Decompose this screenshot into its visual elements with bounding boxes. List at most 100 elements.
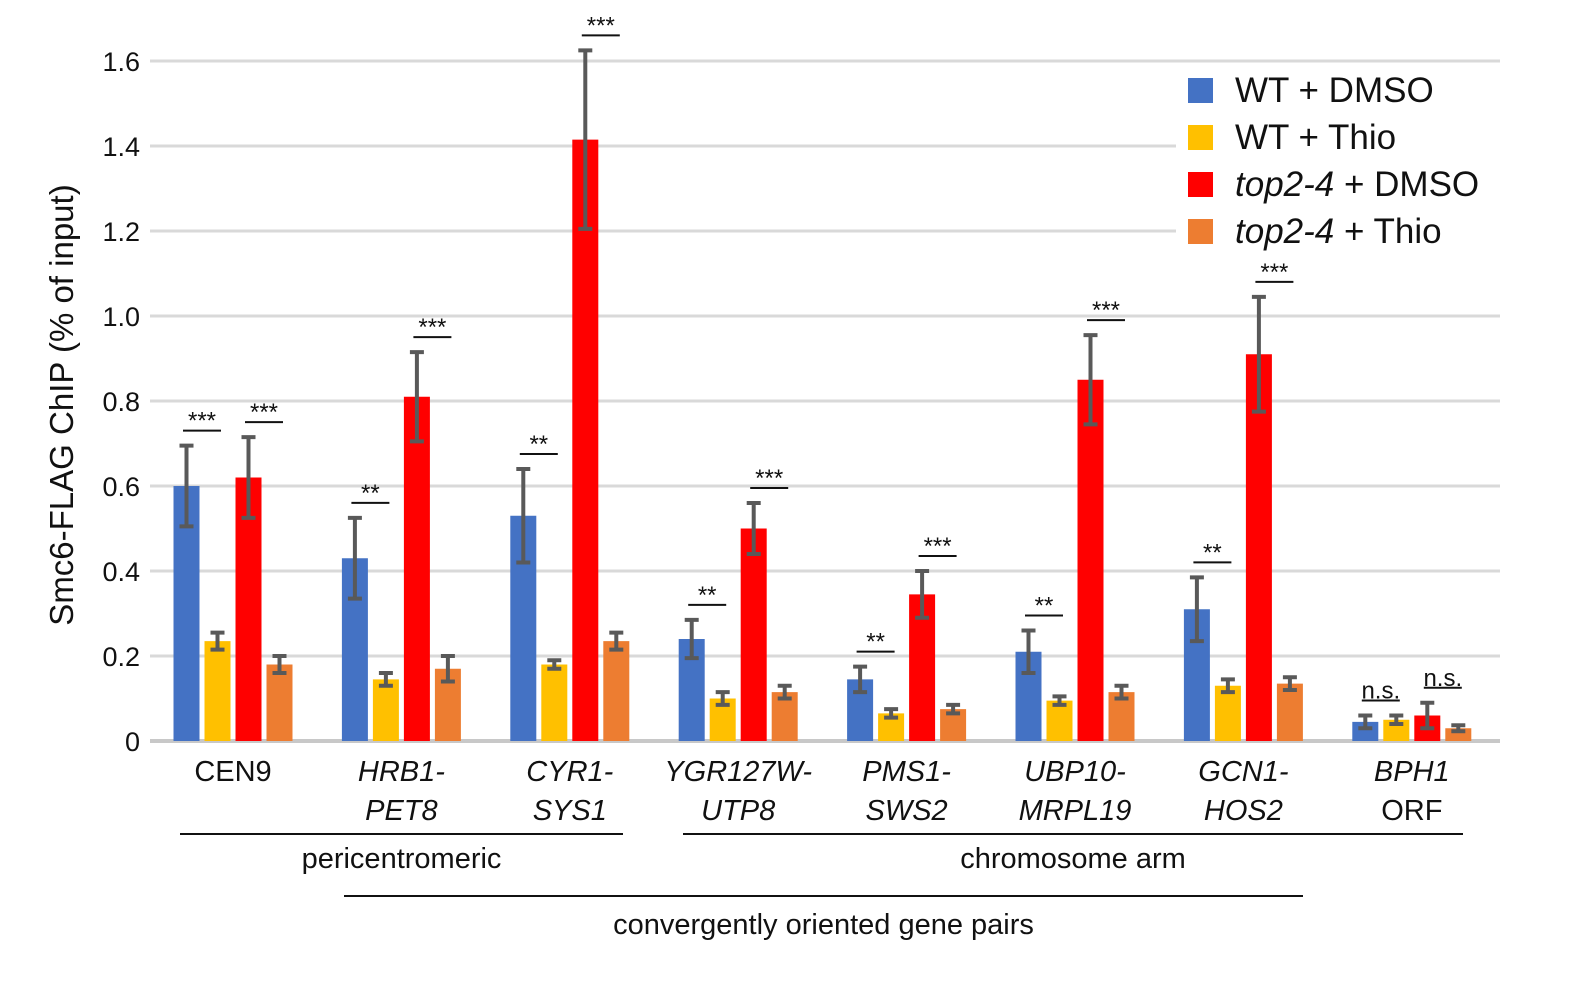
category-label: MRPL19 — [1019, 795, 1132, 827]
svg-text:***: *** — [1092, 297, 1120, 324]
category-label: CYR1- — [526, 756, 613, 788]
category-label: BPH1 — [1374, 756, 1450, 788]
category-label: HOS2 — [1204, 795, 1283, 827]
grouping-bracket: convergently oriented gene pairs — [344, 895, 1303, 941]
svg-text:***: *** — [587, 12, 615, 39]
error-bar — [179, 443, 194, 529]
svg-text:**: ** — [866, 629, 885, 656]
y-tick-label: 1.6 — [102, 47, 140, 77]
category-label: HRB1- — [358, 756, 445, 788]
y-axis-label: Smc6-FLAG ChIP (% of input) — [43, 184, 80, 625]
error-bar — [1083, 333, 1098, 427]
bar — [372, 679, 399, 741]
error-bar — [1282, 675, 1297, 692]
y-tick-label: 0.4 — [102, 557, 140, 587]
y-tick-label: 1.4 — [102, 132, 140, 162]
svg-text:**: ** — [698, 582, 717, 609]
bar — [403, 396, 430, 741]
bar — [1245, 354, 1272, 741]
category-label: SWS2 — [866, 795, 948, 827]
significance-mark: *** — [413, 314, 452, 341]
significance-mark: *** — [750, 465, 789, 492]
category-label: SYS1 — [533, 795, 607, 827]
grouping-bracket: pericentromeric — [180, 833, 623, 875]
bar — [1214, 685, 1241, 741]
error-bar — [1251, 294, 1266, 414]
error-bar — [1052, 694, 1067, 707]
error-bar — [915, 569, 930, 620]
y-axis-ticks: 0 0.2 0.4 0.6 0.8 1.0 1.2 1.4 1.6 — [102, 47, 140, 757]
svg-text:WT + DMSO: WT + DMSO — [1235, 71, 1434, 110]
category-label: YGR127W- — [664, 756, 812, 788]
error-bar — [1451, 723, 1466, 734]
svg-text:chromosome arm: chromosome arm — [960, 843, 1186, 875]
svg-text:**: ** — [1035, 593, 1054, 620]
y-tick-label: 0.6 — [102, 472, 140, 502]
category-label: PMS1- — [862, 756, 951, 788]
error-bar — [516, 467, 531, 565]
svg-text:n.s.: n.s. — [1423, 665, 1462, 692]
legend: WT + DMSO WT + Thio top2-4 + DMSO top2-4 + … — [1176, 66, 1506, 262]
error-bar — [1021, 628, 1036, 675]
svg-text:***: *** — [755, 465, 783, 492]
legend-item: top2-4 + Thio — [1188, 212, 1442, 251]
category-label: CEN9 — [194, 756, 271, 788]
significance-mark: *** — [1087, 297, 1125, 324]
category-label: ORF — [1381, 795, 1442, 827]
svg-text:pericentromeric: pericentromeric — [302, 843, 502, 875]
error-bar — [684, 617, 699, 661]
significance-mark: ** — [1193, 539, 1232, 566]
svg-text:**: ** — [1203, 539, 1222, 566]
error-bar — [1114, 683, 1129, 701]
y-tick-label: 0.2 — [102, 642, 140, 672]
category-labels: CEN9 HRB1- PET8 CYR1- SYS1 YGR127W- UTP8 PMS1- S… — [194, 756, 1449, 827]
svg-text:***: *** — [418, 314, 446, 341]
error-bars — [179, 48, 1466, 734]
error-bar — [378, 671, 393, 688]
svg-text:n.s.: n.s. — [1361, 678, 1400, 705]
error-bar — [1389, 713, 1404, 726]
error-bar — [946, 702, 961, 716]
significance-marks: *** *********************************n.s.… — [183, 12, 1462, 705]
category-label: UTP8 — [701, 795, 775, 827]
svg-text:**: ** — [361, 480, 380, 507]
error-bar — [609, 630, 624, 652]
error-bar — [777, 683, 792, 701]
legend-item: top2-4 + DMSO — [1188, 165, 1479, 204]
bar — [1276, 683, 1303, 741]
category-label: UBP10- — [1024, 756, 1126, 788]
bar — [204, 641, 231, 741]
significance-mark: *** — [183, 408, 221, 435]
significance-mark: *** — [1255, 259, 1294, 286]
category-label: GCN1- — [1198, 756, 1288, 788]
significance-mark: *** — [918, 533, 957, 560]
bars — [173, 139, 1472, 741]
error-bar — [1420, 700, 1435, 731]
bar — [603, 641, 630, 741]
svg-text:top2-4 + Thio: top2-4 + Thio — [1235, 212, 1442, 251]
bar — [266, 664, 293, 741]
svg-text:WT + Thio: WT + Thio — [1235, 118, 1396, 157]
y-tick-label: 1.0 — [102, 302, 140, 332]
error-bar — [409, 350, 424, 444]
bar — [740, 528, 767, 741]
error-bar — [440, 654, 455, 684]
y-tick-label: 1.2 — [102, 217, 140, 247]
y-tick-label: 0.8 — [102, 387, 140, 417]
error-bar — [853, 664, 868, 695]
error-bar — [547, 658, 562, 671]
error-bar — [746, 501, 761, 556]
y-tick-label: 0 — [125, 727, 140, 757]
error-bar — [241, 435, 256, 520]
error-bar — [1358, 713, 1373, 731]
error-bar — [578, 48, 593, 231]
svg-text:top2-4 + DMSO: top2-4 + DMSO — [1235, 165, 1479, 204]
error-bar — [272, 654, 287, 675]
error-bar — [1220, 677, 1235, 695]
error-bar — [715, 690, 730, 707]
bar — [173, 486, 200, 741]
svg-text:***: *** — [250, 399, 278, 426]
svg-text:***: *** — [188, 408, 216, 435]
bar — [541, 664, 568, 741]
